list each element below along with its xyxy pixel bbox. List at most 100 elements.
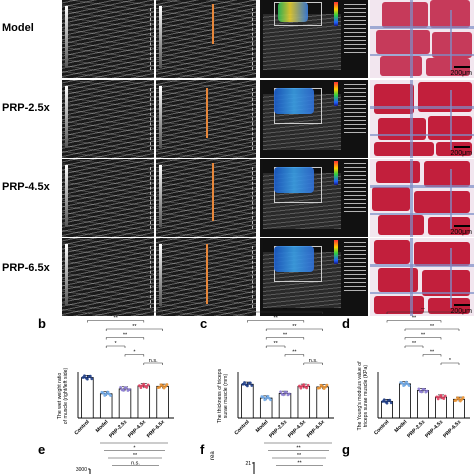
collagen-fiber <box>450 90 452 150</box>
y-axis-label-line: of muscle (right/left side) <box>63 367 69 424</box>
data-point <box>287 392 291 396</box>
grayscale-bar <box>159 6 162 68</box>
scale-bar <box>454 304 470 306</box>
data-point <box>106 390 110 394</box>
significance-label: ** <box>430 324 435 330</box>
muscle-fiber-bundle <box>378 215 424 235</box>
elasticity-colorbar <box>334 2 338 26</box>
x-tick-label: Model <box>255 419 270 434</box>
significance-label: ** <box>132 324 137 330</box>
scale-bar-label: 200μm <box>450 150 472 157</box>
elastography-image-2 <box>260 80 368 158</box>
data-point <box>389 401 393 405</box>
collagen-fiber <box>410 80 413 158</box>
scale-bar <box>454 66 470 68</box>
muscle-fiber-bundle <box>374 84 414 114</box>
significance-label: ** <box>132 440 137 444</box>
muscle-fiber-bundle <box>374 142 434 156</box>
significance-label: ** <box>430 350 435 356</box>
collagen-fiber <box>370 213 474 215</box>
depth-ruler <box>149 88 151 150</box>
ultrasound-transverse-image-3 <box>156 159 256 237</box>
collagen-fiber <box>450 169 452 229</box>
significance-label: ** <box>412 316 417 322</box>
collagen-fiber <box>410 0 413 78</box>
ultrasound-transverse-image-4 <box>156 238 256 316</box>
grayscale-bar <box>159 244 162 306</box>
significance-label: * <box>133 446 136 452</box>
significance-label: ** <box>296 440 301 444</box>
elasticity-colorbar <box>334 82 338 106</box>
muscle-fiber-bundle <box>372 187 410 211</box>
panel-letter-d: d <box>342 316 350 331</box>
significance-label: ** <box>296 446 301 452</box>
elastography-image-1 <box>260 0 368 78</box>
data-point <box>90 377 94 381</box>
significance-label: ** <box>412 341 417 347</box>
bar-prp-4-5x <box>435 396 447 419</box>
y-axis-label: The thickness of tricepssurae muscle (mm… <box>217 368 229 423</box>
collagen-fiber <box>370 106 474 109</box>
data-point <box>83 374 86 378</box>
data-point <box>302 383 306 387</box>
muscle-fiber-bundle <box>428 298 470 314</box>
significance-label: * <box>449 358 452 364</box>
data-point <box>158 385 162 389</box>
data-point <box>282 393 285 397</box>
data-point <box>266 394 270 398</box>
data-point <box>403 382 407 386</box>
significance-label: n.s. <box>131 461 140 467</box>
data-point <box>461 396 465 399</box>
data-point <box>321 384 324 388</box>
grayscale-bar <box>159 86 162 148</box>
muscle-fiber-bundle <box>374 240 410 264</box>
stiffness-color-map <box>274 246 314 272</box>
data-point <box>142 382 146 386</box>
data-point <box>443 394 447 398</box>
y-axis-label: The Young's modulus value oftriceps sura… <box>357 361 369 431</box>
muscle-fiber-bundle <box>422 270 470 296</box>
data-point <box>279 390 283 394</box>
bar-model <box>399 383 411 419</box>
thickness-measure-line <box>206 244 208 304</box>
data-point <box>306 383 310 387</box>
scale-bar-label: 200μm <box>450 70 472 77</box>
bar-prp-4-5x <box>297 385 311 419</box>
depth-ruler <box>149 167 151 229</box>
bar-prp-2-5x <box>118 388 132 419</box>
muscle-fiber-bundle <box>376 161 420 183</box>
measurement-readout <box>344 163 366 213</box>
data-point <box>318 386 322 390</box>
data-point <box>145 386 149 389</box>
data-point <box>146 383 150 387</box>
bar-prp-6-5x <box>453 398 465 419</box>
x-tick-label: PRP-6.5x <box>442 419 462 438</box>
depth-ruler <box>149 246 151 308</box>
data-point <box>385 401 389 405</box>
muscle-fiber-bundle <box>378 118 426 140</box>
data-point <box>101 391 105 395</box>
grayscale-bar <box>65 86 68 148</box>
data-point <box>299 386 303 390</box>
data-point <box>264 396 268 400</box>
ultrasound-longitudinal-image-3 <box>62 159 154 237</box>
data-point <box>422 388 426 391</box>
elasticity-colorbar <box>334 240 338 264</box>
stiffness-color-map <box>274 167 314 193</box>
collagen-fiber <box>450 10 452 70</box>
x-tick-label: PRP-2.5x <box>108 419 128 438</box>
data-point <box>439 393 443 397</box>
panel-letter-g: g <box>342 442 350 457</box>
elastography-image-3 <box>260 159 368 237</box>
masson-stain-image-4: 200μm <box>370 238 474 316</box>
muscle-fiber-bundle <box>424 161 470 187</box>
x-tick-label: Control <box>234 419 252 437</box>
bar-model <box>99 393 113 419</box>
masson-stain-image-2: 200μm <box>370 80 474 158</box>
y-axis-label-line: The Young's modulus value of <box>357 361 363 431</box>
depth-ruler <box>149 8 151 70</box>
panel-letter-b: b <box>38 316 46 331</box>
data-point <box>417 387 421 391</box>
thickness-measure-line <box>212 4 214 44</box>
chart-youngs-modulus: The Young's modulus value oftriceps sura… <box>357 308 470 438</box>
